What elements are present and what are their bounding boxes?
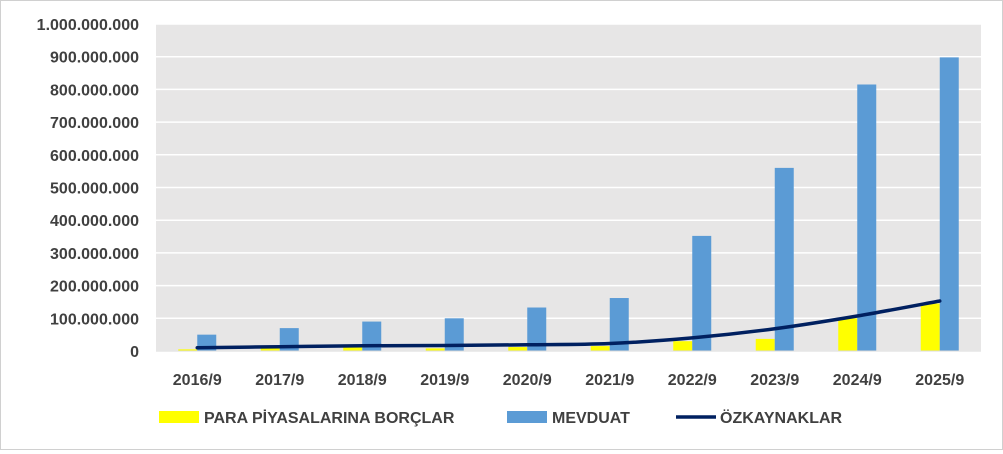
bar-para-pi-yasalarina-bor-lar (755, 338, 775, 351)
x-axis-ticks: 2016/9 2017/9 2018/9 2019/9 2020/9 2021/9 2022… (173, 372, 965, 389)
bar-para-pi-yasalarina-bor-lar (508, 347, 528, 351)
x-tick-label: 2017/9 (255, 372, 304, 389)
legend-swatch (159, 411, 199, 423)
legend-label: ÖZKAYNAKLAR (720, 408, 843, 427)
x-tick-label: 2018/9 (338, 372, 387, 389)
bar-para-pi-yasalarina-bor-lar (920, 303, 940, 351)
bar-para-pi-yasalarina-bor-lar (343, 347, 363, 351)
legend-label: MEVDUAT (552, 410, 630, 427)
x-tick-label: 2016/9 (173, 372, 222, 389)
x-tick-label: 2022/9 (668, 372, 717, 389)
bar-mevduat (444, 318, 464, 351)
bar-para-pi-yasalarina-bor-lar (673, 341, 693, 351)
x-tick-label: 2025/9 (915, 372, 964, 389)
bar-mevduat (609, 298, 629, 351)
bar-para-pi-yasalarina-bor-lar (178, 349, 198, 351)
bar-mevduat (527, 307, 547, 351)
y-tick-label: 600.000.000 (50, 148, 139, 165)
y-tick-label: 400.000.000 (50, 213, 139, 230)
bar-mevduat (857, 84, 877, 352)
x-tick-label: 2021/9 (585, 372, 634, 389)
legend-swatch (507, 411, 547, 423)
y-tick-label: 1.000.000.000 (37, 17, 139, 34)
x-tick-label: 2023/9 (750, 372, 799, 389)
x-tick-label: 2024/9 (833, 372, 882, 389)
y-tick-label: 0 (130, 344, 139, 361)
bar-para-pi-yasalarina-bor-lar (838, 318, 858, 351)
y-tick-label: 200.000.000 (50, 279, 139, 296)
y-tick-label: 800.000.000 (50, 82, 139, 99)
line-series (195, 299, 942, 350)
y-axis-ticks: 0 100.000.000 200.000.000 300.000.000 400.00… (37, 17, 139, 361)
bar-mevduat (692, 235, 712, 351)
y-tick-label: 500.000.000 (50, 181, 139, 198)
bar-para-pi-yasalarina-bor-lar (425, 348, 445, 351)
y-tick-label: 100.000.000 (50, 311, 139, 328)
x-tick-label: 2020/9 (503, 372, 552, 389)
gridlines (156, 23, 981, 352)
y-tick-label: 700.000.000 (50, 115, 139, 132)
bar-para-pi-yasalarina-bor-lar (260, 347, 280, 351)
line-ozkaynaklar (195, 299, 942, 350)
legend: PARA PİYASALARINA BORÇLAR MEVDUAT ÖZKAYNAK… (159, 408, 843, 427)
x-tick-label: 2019/9 (420, 372, 469, 389)
y-tick-label: 300.000.000 (50, 246, 139, 263)
y-tick-label: 900.000.000 (50, 50, 139, 67)
bar-mevduat (362, 321, 382, 351)
bar-para-pi-yasalarina-bor-lar (590, 346, 610, 351)
legend-label: PARA PİYASALARINA BORÇLAR (204, 409, 455, 427)
bar-mevduat (774, 167, 794, 351)
bar-mevduat (939, 57, 959, 351)
bars (156, 57, 981, 352)
